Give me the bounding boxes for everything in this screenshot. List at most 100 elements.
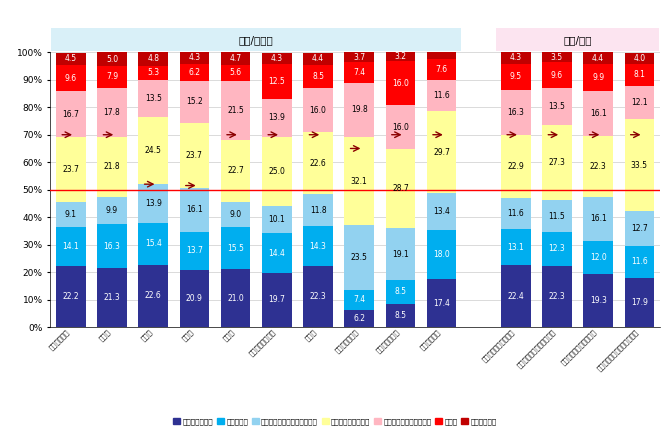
Bar — [542, 266, 572, 327]
Text: 11.6: 11.6 — [631, 257, 648, 266]
Text: 16.3: 16.3 — [507, 108, 524, 117]
Bar — [501, 64, 531, 90]
Bar — [262, 273, 291, 327]
Text: 7.6: 7.6 — [436, 65, 448, 74]
Text: 4.3: 4.3 — [188, 54, 200, 62]
Bar — [584, 91, 613, 136]
Bar — [501, 198, 531, 229]
Text: 15.5: 15.5 — [227, 244, 244, 252]
Bar — [386, 105, 415, 149]
Text: 5.6: 5.6 — [230, 68, 242, 78]
Text: 16.0: 16.0 — [392, 123, 409, 132]
Text: 13.5: 13.5 — [145, 94, 161, 103]
Text: 19.7: 19.7 — [269, 296, 285, 304]
Text: 9.6: 9.6 — [65, 74, 77, 83]
Bar — [386, 149, 415, 228]
Text: 9.9: 9.9 — [592, 73, 604, 82]
Text: 22.3: 22.3 — [549, 292, 565, 301]
Bar — [180, 81, 209, 123]
Text: 13.9: 13.9 — [145, 199, 161, 208]
Text: 4.7: 4.7 — [230, 54, 242, 63]
Text: 22.6: 22.6 — [310, 159, 326, 167]
Bar — [56, 227, 86, 266]
Text: 12.0: 12.0 — [590, 253, 606, 262]
Text: 20.9: 20.9 — [186, 294, 203, 303]
Bar — [97, 52, 127, 66]
Bar — [584, 274, 613, 327]
Bar — [221, 65, 251, 81]
Bar — [180, 123, 209, 188]
Bar — [542, 201, 572, 232]
Text: 22.4: 22.4 — [507, 292, 524, 301]
Bar — [56, 266, 86, 327]
Bar — [427, 52, 456, 58]
Bar — [386, 228, 415, 280]
Text: 7.4: 7.4 — [353, 295, 365, 304]
Bar — [97, 269, 127, 327]
Text: 16.7: 16.7 — [62, 110, 79, 119]
Bar — [262, 206, 291, 233]
Text: 21.5: 21.5 — [227, 106, 244, 115]
Text: 11.8: 11.8 — [310, 206, 326, 215]
Bar — [344, 82, 374, 137]
Text: 9.5: 9.5 — [510, 72, 522, 82]
Bar — [584, 197, 613, 241]
Bar — [427, 279, 456, 327]
Text: 8.5: 8.5 — [395, 287, 407, 296]
Text: 平日/勤務日: 平日/勤務日 — [239, 35, 273, 44]
Bar — [304, 266, 333, 327]
Bar — [584, 241, 613, 274]
Text: 3.2: 3.2 — [395, 52, 407, 61]
Text: 13.1: 13.1 — [507, 243, 524, 252]
Bar — [542, 89, 572, 126]
Bar — [262, 53, 291, 65]
Text: 33.5: 33.5 — [631, 160, 648, 170]
Bar — [624, 119, 654, 211]
Bar — [584, 64, 613, 91]
Bar — [56, 65, 86, 91]
Bar — [180, 188, 209, 232]
Text: 12.1: 12.1 — [631, 98, 648, 107]
Text: 6.2: 6.2 — [188, 68, 200, 77]
Text: 15.2: 15.2 — [186, 97, 203, 106]
Bar — [97, 224, 127, 269]
Text: 8.1: 8.1 — [633, 70, 645, 79]
Text: 27.3: 27.3 — [549, 158, 565, 167]
Text: 週末/休日: 週末/休日 — [563, 35, 592, 44]
Text: 9.9: 9.9 — [106, 206, 118, 215]
Bar — [624, 211, 654, 246]
Text: 19.1: 19.1 — [392, 249, 409, 259]
Bar — [344, 310, 374, 327]
Bar — [344, 137, 374, 225]
Bar — [180, 269, 209, 327]
Text: 12.3: 12.3 — [549, 244, 565, 253]
Text: 4.5: 4.5 — [65, 54, 77, 63]
Bar — [180, 64, 209, 81]
Text: 23.5: 23.5 — [351, 253, 368, 262]
Text: 16.1: 16.1 — [590, 109, 606, 118]
Text: 13.5: 13.5 — [549, 102, 565, 111]
Text: 3.7: 3.7 — [353, 53, 365, 61]
Bar — [221, 269, 251, 327]
Bar — [304, 194, 333, 226]
Bar — [139, 65, 168, 80]
Text: 14.4: 14.4 — [269, 249, 285, 258]
Bar — [221, 140, 251, 202]
Bar — [501, 52, 531, 64]
Bar — [542, 52, 572, 62]
Bar — [139, 184, 168, 223]
Bar — [427, 58, 456, 79]
Legend: 全くほしくない, ほしくない, どちらかというとほしくない, どちらともいえない, どちらかといえばほしい, ほしい, とてもほしい: 全くほしくない, ほしくない, どちらかというとほしくない, どちらともいえない… — [170, 416, 500, 428]
Text: 4.8: 4.8 — [147, 54, 159, 63]
Bar — [542, 126, 572, 201]
Text: 29.7: 29.7 — [433, 148, 450, 157]
Bar — [221, 52, 251, 65]
Bar — [97, 88, 127, 136]
Text: 13.7: 13.7 — [186, 246, 203, 255]
Text: 18.0: 18.0 — [433, 250, 450, 259]
Bar — [427, 79, 456, 111]
Bar — [501, 266, 531, 327]
Text: 12.5: 12.5 — [269, 77, 285, 86]
Bar — [386, 303, 415, 327]
Bar — [501, 135, 531, 198]
